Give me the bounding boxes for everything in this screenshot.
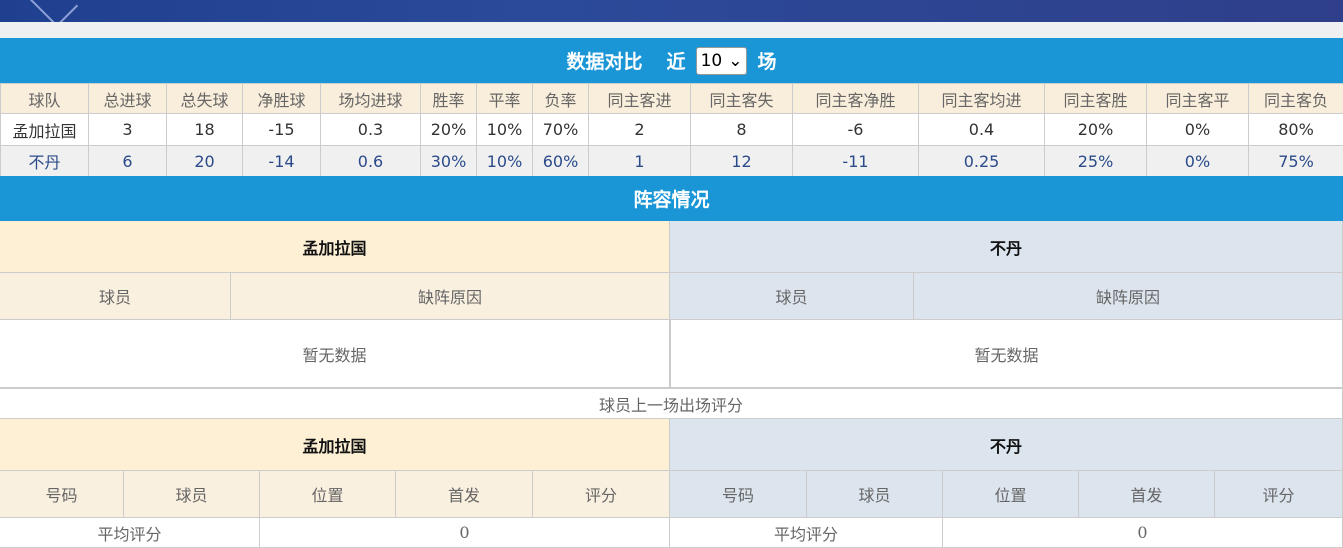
column-header: 同主客平: [1147, 84, 1249, 114]
table-cell: 10%: [477, 146, 533, 177]
stats-header: 数据对比 近 10⌄ 场: [0, 38, 1343, 83]
stats-table: 球队总进球总失球净胜球场均进球胜率平率负率同主客进同主客失同主客净胜同主客均进同…: [0, 83, 1343, 177]
recent-games-value: 10: [701, 51, 723, 71]
rating-away-team: 不丹: [670, 419, 1343, 471]
table-cell: 70%: [533, 114, 589, 146]
home-col-reason: 缺阵原因: [231, 273, 670, 320]
table-cell: 60%: [533, 146, 589, 177]
table-cell: 20%: [1045, 114, 1147, 146]
table-cell: 2: [589, 114, 691, 146]
column-header: 同主客均进: [919, 84, 1045, 114]
table-cell: -14: [243, 146, 321, 177]
column-header: 总失球: [167, 84, 243, 114]
lineup-away-team: 不丹: [670, 221, 1343, 273]
table-cell: 0.6: [321, 146, 421, 177]
away-rating-col: 球员: [807, 471, 943, 518]
table-cell: 25%: [1045, 146, 1147, 177]
away-empty: 暂无数据: [670, 320, 1343, 388]
rating-home-team: 孟加拉国: [0, 419, 670, 471]
table-cell: 30%: [421, 146, 477, 177]
column-header: 同主客进: [589, 84, 691, 114]
lineup-home-team: 孟加拉国: [0, 221, 670, 273]
away-rating-col: 首发: [1079, 471, 1215, 518]
away-rating-col: 号码: [670, 471, 807, 518]
recent-prefix: 近: [667, 47, 686, 74]
table-cell: -15: [243, 114, 321, 146]
spacer: [0, 22, 1343, 38]
table-cell: 75%: [1249, 146, 1343, 177]
away-col-reason: 缺阵原因: [914, 273, 1343, 320]
recent-suffix: 场: [757, 47, 776, 74]
table-cell: 3: [89, 114, 167, 146]
rating-title: 球员上一场出场评分: [0, 388, 1343, 419]
recent-games-select[interactable]: 10⌄: [696, 47, 748, 75]
table-cell: 0.25: [919, 146, 1045, 177]
column-header: 同主客净胜: [793, 84, 919, 114]
table-cell: 12: [691, 146, 793, 177]
table-cell: 20: [167, 146, 243, 177]
stats-title: 数据对比: [567, 47, 643, 74]
home-rating-col: 号码: [0, 471, 124, 518]
column-header: 净胜球: [243, 84, 321, 114]
away-rating-col: 位置: [943, 471, 1079, 518]
lineup-header: 阵容情况: [0, 176, 1343, 221]
away-col-player: 球员: [670, 273, 914, 320]
table-cell: 10%: [477, 114, 533, 146]
top-banner: [0, 0, 1343, 22]
home-rating-col: 位置: [260, 471, 396, 518]
table-cell: -11: [793, 146, 919, 177]
table-cell: 8: [691, 114, 793, 146]
lineup-title: 阵容情况: [633, 185, 709, 212]
home-rating-col: 首发: [396, 471, 533, 518]
table-cell: 0.3: [321, 114, 421, 146]
home-empty: 暂无数据: [0, 320, 670, 388]
table-cell: 6: [89, 146, 167, 177]
stats-header-row: 球队总进球总失球净胜球场均进球胜率平率负率同主客进同主客失同主客净胜同主客均进同…: [1, 84, 1343, 114]
column-header: 同主客胜: [1045, 84, 1147, 114]
column-header: 平率: [477, 84, 533, 114]
chevron-down-icon: ⌄: [728, 51, 742, 71]
table-cell: 0%: [1147, 114, 1249, 146]
table-cell: 不丹: [1, 146, 89, 177]
table-cell: -6: [793, 114, 919, 146]
table-cell: 80%: [1249, 114, 1343, 146]
table-cell: 20%: [421, 114, 477, 146]
table-cell: 1: [589, 146, 691, 177]
away-rating-col: 评分: [1215, 471, 1343, 518]
column-header: 场均进球: [321, 84, 421, 114]
table-cell: 18: [167, 114, 243, 146]
table-cell: 孟加拉国: [1, 114, 89, 146]
column-header: 同主客负: [1249, 84, 1343, 114]
table-cell: 0.4: [919, 114, 1045, 146]
column-header: 同主客失: [691, 84, 793, 114]
home-col-player: 球员: [0, 273, 231, 320]
home-rating-col: 球员: [124, 471, 260, 518]
home-rating-col: 评分: [533, 471, 670, 518]
column-header: 负率: [533, 84, 589, 114]
column-header: 胜率: [421, 84, 477, 114]
column-header: 球队: [1, 84, 89, 114]
table-cell: 0%: [1147, 146, 1249, 177]
column-header: 总进球: [89, 84, 167, 114]
